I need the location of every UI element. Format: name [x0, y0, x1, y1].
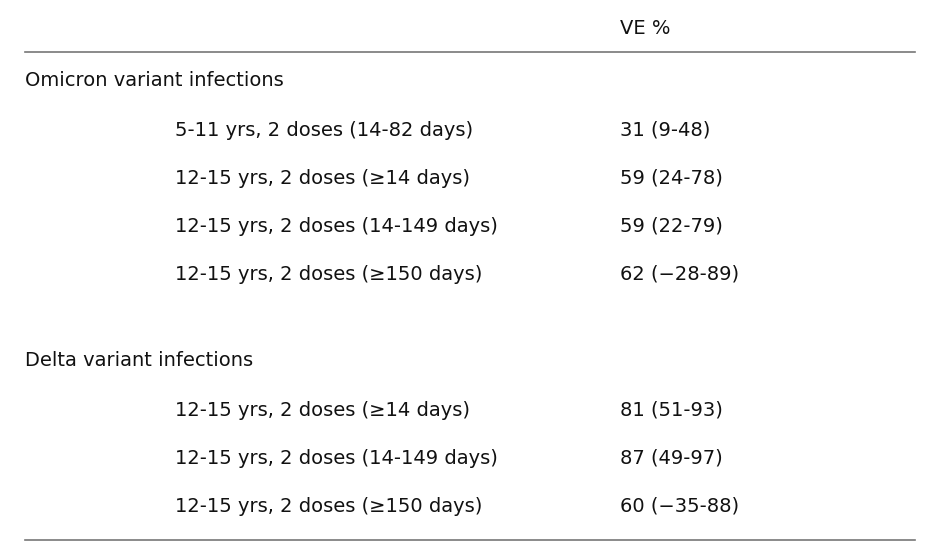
Text: 12-15 yrs, 2 doses (14-149 days): 12-15 yrs, 2 doses (14-149 days): [175, 217, 498, 236]
Text: 60 (−35-88): 60 (−35-88): [620, 497, 739, 516]
Text: 59 (24-78): 59 (24-78): [620, 169, 723, 188]
Text: 59 (22-79): 59 (22-79): [620, 217, 723, 236]
Text: 87 (49-97): 87 (49-97): [620, 449, 723, 468]
Text: 12-15 yrs, 2 doses (≥14 days): 12-15 yrs, 2 doses (≥14 days): [175, 400, 470, 419]
Text: 12-15 yrs, 2 doses (14-149 days): 12-15 yrs, 2 doses (14-149 days): [175, 449, 498, 468]
Text: Omicron variant infections: Omicron variant infections: [25, 71, 284, 90]
Text: Delta variant infections: Delta variant infections: [25, 351, 253, 370]
Text: 62 (−28-89): 62 (−28-89): [620, 264, 739, 283]
Text: 12-15 yrs, 2 doses (≥150 days): 12-15 yrs, 2 doses (≥150 days): [175, 497, 482, 516]
Text: 81 (51-93): 81 (51-93): [620, 400, 723, 419]
Text: VE %: VE %: [620, 18, 670, 38]
Text: 31 (9-48): 31 (9-48): [620, 120, 710, 139]
Text: 12-15 yrs, 2 doses (≥14 days): 12-15 yrs, 2 doses (≥14 days): [175, 169, 470, 188]
Text: 12-15 yrs, 2 doses (≥150 days): 12-15 yrs, 2 doses (≥150 days): [175, 264, 482, 283]
Text: 5-11 yrs, 2 doses (14-82 days): 5-11 yrs, 2 doses (14-82 days): [175, 120, 473, 139]
